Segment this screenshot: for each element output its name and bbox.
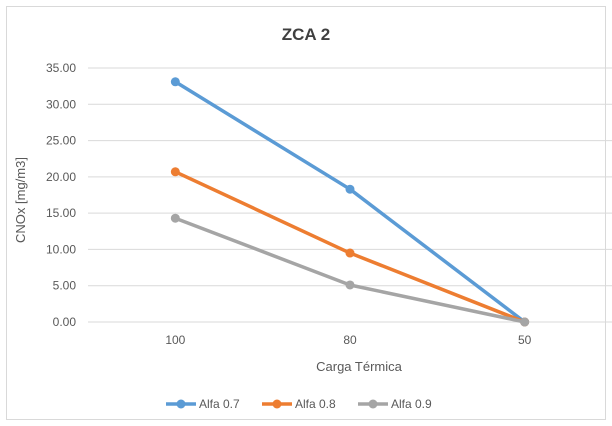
y-tick-label: 35.00 [46,61,76,75]
legend-label: Alfa 0.9 [391,397,432,411]
data-point [345,248,355,258]
series-line-2 [174,170,526,324]
data-point [345,184,355,194]
legend-marker [176,399,186,409]
legend: Alfa 0.7 Alfa 0.8 Alfa 0.9 [166,397,432,411]
x-tick-label: 50 [518,333,532,347]
x-axis-label: Carga Térmica [316,359,403,374]
y-tick-label: 15.00 [46,206,76,220]
data-point [170,77,180,87]
series-line-3 [174,216,526,324]
legend-label: Alfa 0.8 [295,397,336,411]
y-tick-label: 20.00 [46,170,76,184]
legend-item-3: Alfa 0.9 [358,397,432,411]
data-series [170,77,530,327]
chart-title: ZCA 2 [282,25,331,44]
data-point [170,213,180,223]
y-axis-tick-labels: 0.00 5.00 10.00 15.00 20.00 25.00 30.00 35.00 [46,61,76,329]
data-point [345,280,355,290]
legend-label: Alfa 0.7 [199,397,240,411]
y-tick-label: 10.00 [46,242,76,256]
y-axis-label: CNOx [mg/m3] [13,157,28,243]
x-axis-tick-labels: 100 80 50 [165,333,531,347]
legend-item-2: Alfa 0.8 [262,397,336,411]
legend-marker [272,399,282,409]
data-point [520,317,530,327]
y-tick-label: 5.00 [53,279,77,293]
y-tick-label: 0.00 [53,315,77,329]
y-tick-label: 30.00 [46,97,76,111]
legend-item-1: Alfa 0.7 [166,397,240,411]
x-tick-label: 100 [165,333,185,347]
x-tick-label: 80 [343,333,357,347]
data-point [170,167,180,177]
legend-marker [368,399,378,409]
y-tick-label: 25.00 [46,134,76,148]
